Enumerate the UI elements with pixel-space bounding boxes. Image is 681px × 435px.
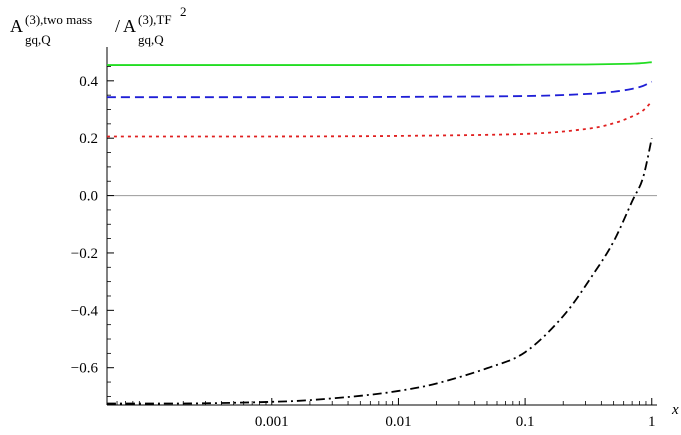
ylabel-num-sup: (3),two mass bbox=[25, 12, 92, 27]
x-axis-label: x bbox=[671, 402, 679, 418]
y-tick-label: −0.6 bbox=[71, 361, 99, 377]
series-group bbox=[106, 61, 653, 405]
x-tick-label: 1 bbox=[648, 414, 656, 430]
x-tick-label: 0.1 bbox=[516, 414, 535, 430]
axes bbox=[106, 47, 657, 406]
y-axis-label: A (3),two mass gq,Q / A (3),TF gq,Q 2 bbox=[10, 4, 187, 47]
series-line-4 bbox=[106, 138, 653, 405]
series-line-1 bbox=[107, 61, 652, 66]
y-tick-label: 0.2 bbox=[79, 131, 98, 147]
series-line-3 bbox=[106, 100, 653, 138]
x-tick-label: 0.001 bbox=[255, 414, 289, 430]
series-line-2 bbox=[106, 80, 653, 99]
ylabel-slash: / bbox=[115, 16, 120, 36]
ticks-group: 0.4 0.2 0.0 −0.2 −0.4 −0.6 0.001 0.01 0.1 1 bbox=[71, 66, 656, 430]
ylabel-den-power: 2 bbox=[180, 4, 187, 19]
ylabel-den-base: A bbox=[123, 16, 136, 36]
ylabel-den-sup: (3),TF bbox=[138, 12, 172, 27]
y-tick-label: −0.4 bbox=[71, 303, 99, 319]
ylabel-den-sub: gq,Q bbox=[138, 32, 164, 47]
y-tick-label: 0.0 bbox=[79, 189, 98, 205]
y-tick-label: 0.4 bbox=[79, 74, 98, 90]
x-tick-label: 0.01 bbox=[385, 414, 411, 430]
ylabel-num-sub: gq,Q bbox=[25, 32, 51, 47]
ylabel-num-base: A bbox=[10, 16, 23, 36]
y-tick-label: −0.2 bbox=[71, 246, 98, 262]
